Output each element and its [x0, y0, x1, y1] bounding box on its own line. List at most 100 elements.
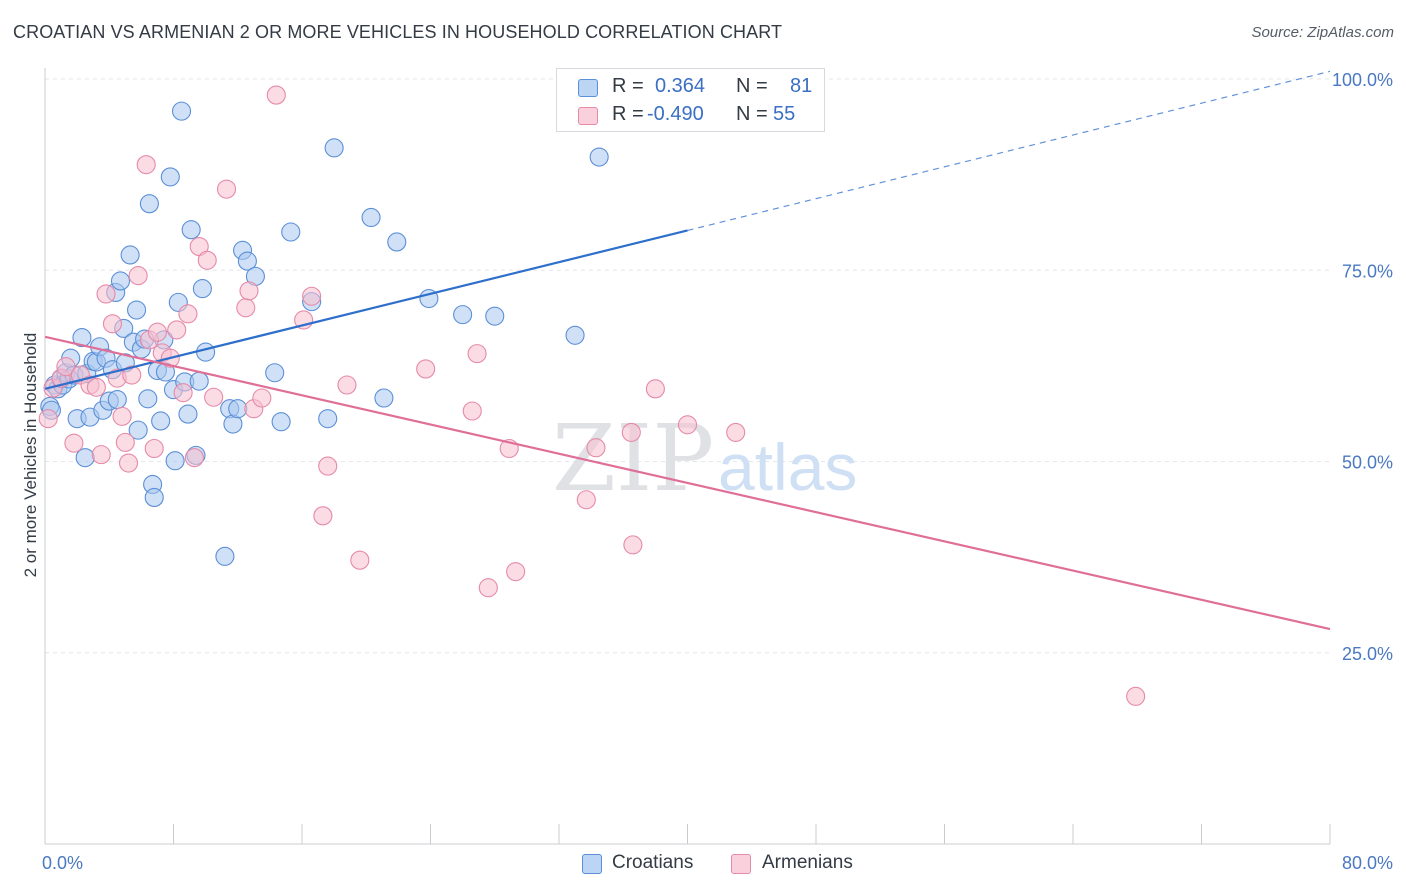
croatians-point	[453, 305, 473, 325]
bottom-legend-label-croatians: Croatians	[612, 852, 694, 873]
croatians-point	[237, 251, 257, 271]
trend-line-armenians	[44, 335, 1331, 631]
grid-lines	[45, 78, 1330, 654]
croatians-point	[128, 420, 148, 440]
legend-r-value: -0.490	[647, 103, 704, 125]
armenians-point	[144, 438, 164, 459]
croatians-point	[387, 232, 407, 252]
legend-swatch-croatians	[578, 79, 598, 97]
armenians-point	[197, 250, 217, 270]
armenians-point	[462, 401, 482, 421]
armenians-point	[91, 445, 111, 465]
armenians-point	[506, 562, 526, 582]
armenians-point	[236, 298, 256, 318]
source-label: Source: ZipAtlas.com	[1251, 24, 1394, 41]
bottom-legend-swatch-croatians	[582, 854, 602, 874]
armenians-point	[178, 304, 198, 324]
croatians-point	[75, 448, 95, 468]
armenians-point	[173, 383, 193, 403]
croatians-point	[192, 279, 212, 299]
armenians-point	[96, 284, 116, 304]
legend-n-label: N =	[736, 103, 768, 125]
croatians-point	[228, 399, 248, 419]
armenians-point	[204, 387, 224, 407]
y-tick-label: 50.0%	[1342, 453, 1393, 473]
series-armenians-points	[38, 85, 1146, 706]
watermark-atlas: atlas	[718, 430, 857, 504]
croatians-point	[178, 404, 198, 424]
armenians-point	[478, 578, 498, 598]
chart-title: CROATIAN VS ARMENIAN 2 OR MORE VEHICLES …	[13, 22, 783, 42]
armenians-point	[337, 375, 357, 395]
series-croatians-points	[40, 101, 609, 566]
armenians-point	[56, 357, 76, 377]
armenians-point	[86, 377, 106, 397]
croatians-point	[110, 271, 131, 291]
croatians-point	[107, 389, 127, 410]
armenians-point	[645, 379, 665, 399]
armenians-point	[576, 490, 596, 510]
watermark: ZIP atlas	[552, 405, 857, 512]
y-tick-label: 25.0%	[1342, 644, 1393, 664]
armenians-point	[122, 365, 142, 385]
armenians-point	[1126, 686, 1146, 706]
legend-row-armenians: R = -0.490 N = 55	[557, 101, 824, 129]
y-tick-label: 100.0%	[1332, 70, 1393, 90]
legend-r-label: R =	[612, 75, 644, 97]
x-tick-labels: 0.0% 80.0%	[42, 853, 1393, 873]
bottom-legend-label-armenians: Armenians	[762, 852, 853, 873]
armenians-point	[467, 344, 487, 364]
armenians-point	[621, 422, 641, 442]
croatians-point	[374, 388, 394, 408]
trend-line-croatians	[44, 229, 688, 390]
croatians-point	[181, 220, 201, 240]
legend-r-label: R =	[612, 103, 644, 125]
croatians-point	[271, 412, 291, 432]
croatians-point	[139, 194, 159, 214]
armenians-point	[167, 320, 187, 340]
armenians-point	[350, 550, 370, 570]
croatians-point	[324, 138, 344, 158]
croatians-point	[160, 167, 180, 187]
armenians-point	[118, 453, 139, 473]
armenians-point	[115, 432, 135, 452]
croatians-point	[281, 222, 301, 242]
armenians-point	[318, 456, 338, 476]
armenians-point	[623, 535, 643, 555]
armenians-point	[252, 388, 272, 408]
axes	[44, 68, 1331, 845]
armenians-point	[184, 448, 204, 468]
legend-swatch-armenians	[578, 107, 598, 125]
y-axis-title: 2 or more Vehicles in Household	[21, 333, 40, 578]
bottom-legend-swatch-armenians	[731, 854, 751, 874]
y-tick-labels: 25.0% 50.0% 75.0% 100.0%	[1332, 70, 1393, 664]
armenians-point	[38, 409, 58, 429]
croatians-point	[189, 371, 209, 391]
legend-n-value: 81	[790, 75, 813, 97]
croatians-point	[120, 245, 140, 265]
trend-lines	[44, 70, 1331, 631]
armenians-point	[677, 415, 698, 435]
croatians-point	[565, 325, 585, 345]
croatians-point	[589, 147, 609, 167]
legend-row-croatians: R = 0.364 N = 81	[557, 73, 824, 101]
croatians-point	[165, 451, 185, 471]
legend-n-label: N =	[736, 75, 768, 97]
trend-line-croatians-extension	[687, 70, 1331, 232]
croatians-point	[144, 487, 164, 508]
croatians-point	[215, 546, 235, 566]
armenians-point	[302, 286, 322, 306]
armenians-point	[266, 85, 286, 105]
armenians-point	[726, 422, 746, 442]
x-tick-label-end: 80.0%	[1342, 853, 1393, 873]
croatians-point	[485, 306, 505, 326]
croatians-point	[361, 207, 381, 228]
y-tick-label: 75.0%	[1342, 261, 1393, 281]
armenians-point	[102, 314, 123, 334]
armenians-point	[64, 433, 84, 453]
croatians-point	[127, 300, 147, 320]
croatians-point	[318, 409, 338, 429]
croatians-point	[151, 411, 171, 431]
legend-r-value: 0.364	[655, 75, 706, 97]
